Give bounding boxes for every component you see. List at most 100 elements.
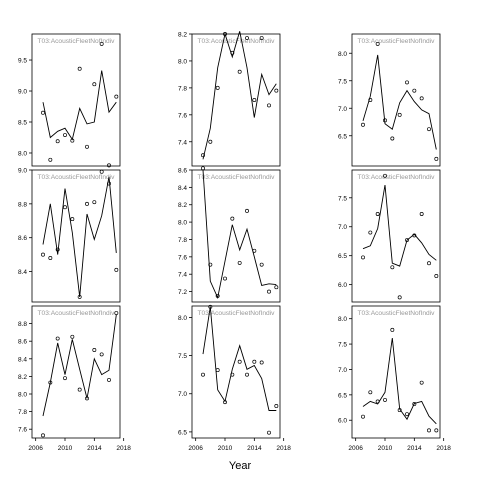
fitted-line xyxy=(362,337,437,425)
observed-point xyxy=(245,372,249,377)
observed-point xyxy=(55,139,60,144)
panel-title: T03:AcousticFleetNofIndiv xyxy=(198,310,276,317)
observed-point xyxy=(434,156,439,161)
panel-title: T03:AcousticFleetNofIndiv xyxy=(198,174,276,181)
observed-point xyxy=(274,285,279,290)
observed-point xyxy=(63,205,67,210)
y-tick-label: 7.4 xyxy=(178,139,187,146)
x-tick-label: 2018 xyxy=(116,445,131,452)
observed-point xyxy=(237,69,242,74)
y-tick-label: 7.6 xyxy=(178,254,187,261)
y-tick-label: 6.5 xyxy=(338,392,347,399)
y-tick-label: 7.8 xyxy=(178,85,187,92)
observed-point xyxy=(259,262,264,267)
y-tick-label: 8.0 xyxy=(18,150,27,157)
observed-point xyxy=(48,256,53,260)
observed-point xyxy=(274,88,279,93)
y-tick-label: 8.4 xyxy=(18,356,27,363)
observed-point xyxy=(397,408,402,413)
observed-point xyxy=(55,336,60,341)
panel-5: T03:AcousticFleetNofIndiv 7.2 7.4 7.6 7.8 8.0… xyxy=(178,166,281,303)
y-tick-label: 8.5 xyxy=(18,120,27,127)
plot-frame xyxy=(351,305,441,439)
x-tick-label: 2006 xyxy=(28,445,43,452)
observed-point xyxy=(70,138,75,143)
observed-point xyxy=(375,41,380,46)
observed-point xyxy=(419,96,424,101)
observed-point xyxy=(361,414,365,419)
observed-point xyxy=(114,94,119,99)
observed-point xyxy=(201,153,205,158)
observed-point xyxy=(237,260,242,265)
observed-point xyxy=(215,85,220,90)
y-tick-label: 8.0 xyxy=(178,58,187,65)
y-tick-label: 8.6 xyxy=(178,168,187,175)
observed-point xyxy=(412,402,417,406)
y-tick-label: 8.2 xyxy=(178,32,187,39)
observed-point xyxy=(405,412,409,417)
panel-6: T03:AcousticFleetNofIndiv 6.0 6.5 7.0 7.5 xyxy=(338,169,441,303)
y-tick-label: 8.0 xyxy=(178,220,187,227)
observed-point xyxy=(208,262,213,267)
observed-point xyxy=(427,261,431,266)
x-tick-label: 2014 xyxy=(247,445,262,452)
panel-title: T03:AcousticFleetNofIndiv xyxy=(38,310,116,317)
observed-point xyxy=(405,80,409,85)
observed-point xyxy=(390,327,395,332)
plot-frame xyxy=(351,169,441,303)
observed-point xyxy=(412,233,417,238)
observed-point xyxy=(383,397,387,402)
panel-1: T03:AcousticFleetNofIndiv 8.0 8.5 9.0 9.5 xyxy=(18,33,121,168)
y-tick-label: 7.0 xyxy=(338,367,347,374)
observed-point xyxy=(201,372,205,377)
y-tick-label: 8.6 xyxy=(18,339,27,346)
y-tick-label: 7.8 xyxy=(18,409,27,416)
fitted-line xyxy=(202,169,277,300)
observed-point xyxy=(114,267,119,272)
x-tick-label: 2018 xyxy=(276,445,291,452)
observed-point xyxy=(383,118,387,123)
observed-point xyxy=(85,396,89,401)
observed-point xyxy=(41,433,45,438)
observed-point xyxy=(99,169,104,174)
y-tick-label: 7.4 xyxy=(178,272,187,279)
y-tick-label: 8.2 xyxy=(18,374,27,381)
observed-point xyxy=(107,181,111,186)
y-tick-label: 6.5 xyxy=(338,133,347,140)
x-tick-label: 2006 xyxy=(348,445,363,452)
x-tick-label: 2010 xyxy=(218,445,233,452)
x-tick-label: 2014 xyxy=(407,445,422,452)
plot-frame xyxy=(191,305,281,439)
observed-point xyxy=(412,88,417,93)
observed-point xyxy=(208,304,213,309)
observed-point xyxy=(361,122,365,127)
observed-point xyxy=(390,136,395,141)
observed-point xyxy=(397,295,402,300)
observed-point xyxy=(405,238,409,243)
observed-point xyxy=(427,428,431,433)
observed-point xyxy=(259,36,264,40)
observed-point xyxy=(48,380,53,385)
y-tick-label: 8.0 xyxy=(178,315,187,322)
observed-point xyxy=(215,293,220,298)
panel-4: T03:AcousticFleetNofIndiv 8.4 8.6 8.8 9.0 xyxy=(18,168,121,303)
observed-point xyxy=(99,352,104,357)
observed-point xyxy=(427,127,431,132)
x-tick-label: 2010 xyxy=(378,445,393,452)
panel-3: T03:AcousticFleetNofIndiv 6.5 7.0 7.5 8.0 xyxy=(338,33,441,167)
plot-frame xyxy=(351,33,441,167)
observed-point xyxy=(92,82,97,87)
fitted-line xyxy=(42,314,117,417)
observed-point xyxy=(208,139,213,144)
observed-point xyxy=(267,289,271,294)
y-tick-label: 8.0 xyxy=(18,392,27,399)
plot-frame xyxy=(191,33,281,167)
plot-frame xyxy=(191,169,281,303)
panel-7: T03:AcousticFleetNofIndiv 7.6 7.8 8.0 8.2 8.4… xyxy=(18,305,131,452)
y-tick-label: 8.0 xyxy=(338,51,347,58)
x-tick-label: 2010 xyxy=(58,445,73,452)
observed-point xyxy=(267,430,271,435)
y-tick-label: 8.6 xyxy=(18,235,27,242)
